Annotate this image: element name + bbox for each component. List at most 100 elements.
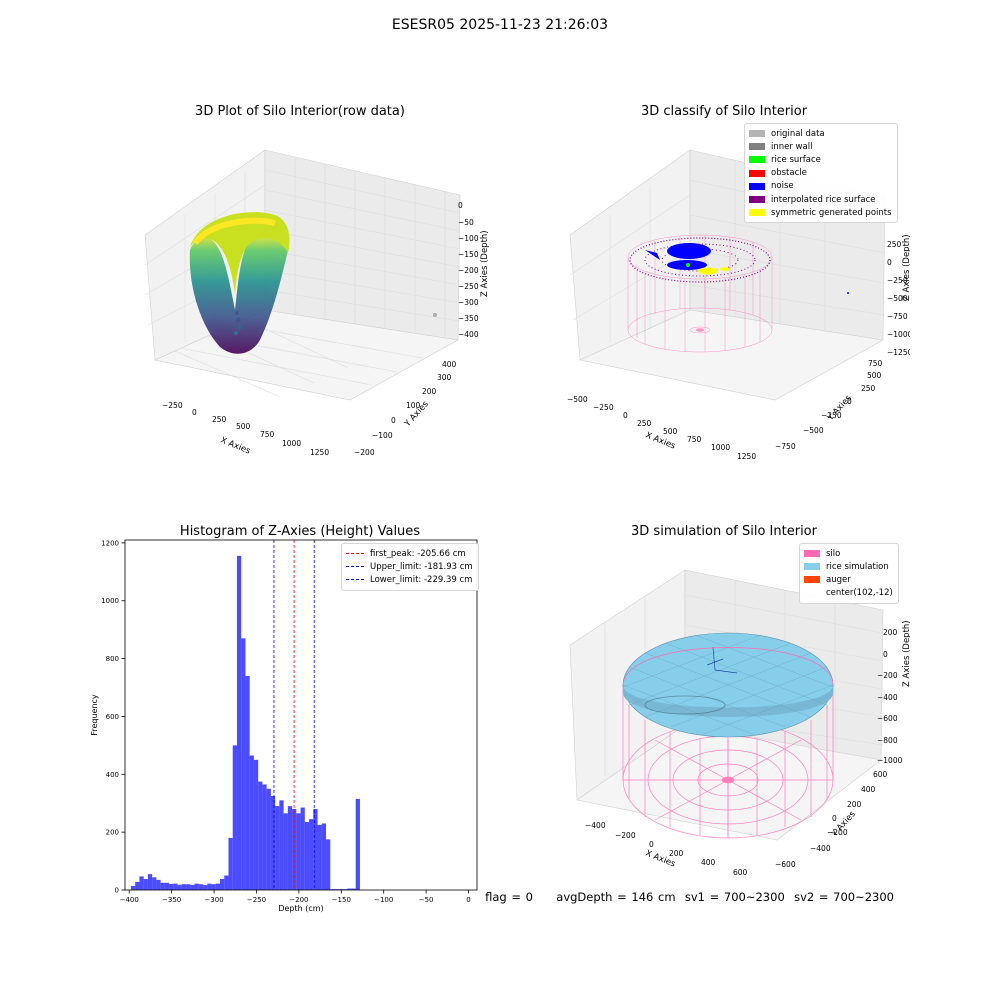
panel1-z-tick-labels: 0 −50 −100 −150 −200 −250 −300 −350 −400	[458, 201, 479, 339]
histogram-bar	[198, 884, 204, 890]
panel1-z-axis-label: Z Axies (Depth)	[480, 230, 490, 297]
svg-text:−350: −350	[458, 314, 479, 323]
svg-text:−200: −200	[827, 828, 848, 837]
figure-suptitle: ESESR05 2025-11-23 21:26:03	[391, 17, 609, 33]
histogram-bar	[351, 888, 356, 890]
svg-text:0: 0	[649, 840, 654, 849]
legend-item-noise: noise	[749, 180, 892, 193]
histogram-bar	[309, 819, 314, 890]
svg-text:−250: −250	[162, 401, 183, 410]
panel1-y-tick-labels: −200 −100 0 100 200 300 400	[354, 360, 457, 457]
legend-item-first-peak: first_peak: -205.66 cm	[346, 547, 473, 560]
histogram-bar	[164, 882, 170, 890]
svg-text:−1000: −1000	[887, 330, 910, 339]
histogram-bar	[173, 883, 178, 890]
panel4-legend: silo rice simulation auger center(102,-1…	[799, 543, 899, 604]
legend-item-symmetric-generated-points: symmetric generated points	[749, 206, 892, 219]
histogram-bar	[266, 788, 271, 890]
svg-text:−800: −800	[877, 736, 898, 745]
svg-text:1000: 1000	[711, 443, 730, 452]
histogram-bar	[211, 884, 216, 890]
y-tick-label: 1200	[101, 539, 119, 547]
svg-text:400: 400	[861, 785, 876, 794]
svg-text:−100: −100	[458, 234, 479, 243]
svg-text:200: 200	[669, 849, 684, 858]
panel3-title: Histogram of Z-Axies (Height) Values	[179, 524, 421, 539]
svg-text:−1250: −1250	[887, 348, 910, 357]
svg-text:200: 200	[422, 387, 437, 396]
svg-text:400: 400	[701, 858, 716, 867]
svg-text:200: 200	[883, 628, 898, 637]
histogram-x-ticks: −400 −350 −300 −250 −200 −150 −100 −50 0	[120, 890, 471, 904]
panel1-gridlines	[144, 157, 461, 398]
histogram-bar	[296, 813, 301, 890]
x-tick-label: −200	[289, 896, 308, 904]
svg-text:750: 750	[260, 430, 275, 439]
x-tick-label: −50	[419, 896, 434, 904]
legend-line	[346, 579, 364, 581]
svg-text:250: 250	[861, 384, 876, 393]
y-tick-label: 1000	[101, 597, 119, 605]
panel1-back-pane	[264, 149, 461, 341]
svg-text:−500: −500	[803, 426, 824, 435]
svg-text:1000: 1000	[282, 439, 301, 448]
svg-text:−600: −600	[877, 714, 898, 723]
legend-swatch	[749, 196, 765, 204]
panel2-point-cloud	[627, 234, 849, 353]
histogram-bar	[181, 884, 187, 890]
avg-depth-text: avgDepth = 146 cm	[556, 890, 676, 904]
legend-item-inner-wall: inner wall	[749, 140, 892, 153]
histogram-x-axis-label: Depth (cm)	[278, 904, 323, 913]
svg-text:−600: −600	[775, 860, 796, 869]
svg-text:−750: −750	[887, 312, 908, 321]
svg-text:500: 500	[236, 422, 251, 431]
histogram-chart[interactable]: −400 −350 −300 −250 −200 −150 −100 −50 0 0 200 400…	[80, 535, 490, 920]
svg-text:400: 400	[442, 360, 457, 369]
x-tick-label: −150	[332, 896, 351, 904]
legend-swatch	[749, 156, 765, 164]
legend-item-rice-surface: rice surface	[749, 153, 892, 166]
svg-text:−200: −200	[615, 831, 636, 840]
legend-swatch	[749, 130, 765, 138]
svg-text:100: 100	[406, 401, 421, 410]
svg-text:−750: −750	[775, 442, 796, 451]
histogram-bar	[152, 877, 157, 890]
panel2-title: 3D classify of Silo Interior	[640, 104, 808, 119]
legend-item-lower-limit: Lower_limit: -229.39 cm	[346, 573, 473, 586]
histogram-bar	[169, 883, 174, 890]
legend-item-upper-limit: Upper_limit: -181.93 cm	[346, 560, 473, 573]
legend-swatch	[804, 550, 820, 558]
histogram-bar	[275, 806, 280, 890]
histogram-bar	[304, 822, 310, 890]
panel4-silo-model	[622, 632, 834, 839]
y-tick-label: 0	[115, 887, 119, 895]
panel1-3d-axes[interactable]: −250 0 250 500 750 1000 1250 X Axies −20…	[140, 135, 490, 465]
legend-item-center: center(102,-12)	[804, 587, 893, 600]
svg-text:0: 0	[847, 397, 852, 406]
histogram-bar	[219, 879, 225, 890]
histogram-bar	[207, 883, 212, 890]
histogram-bar	[321, 823, 327, 890]
legend-item-silo: silo	[804, 547, 893, 560]
svg-text:−1000: −1000	[877, 756, 903, 765]
svg-text:−400: −400	[877, 693, 898, 702]
histogram-bar	[190, 884, 195, 890]
panel2-legend: original data inner wall rice surface ob…	[744, 123, 898, 224]
panel4-3d-axes[interactable]: −400 −200 0 200 400 600 X Axies −600 −40…	[565, 555, 910, 880]
histogram-bar	[245, 675, 250, 890]
histogram-bar	[262, 784, 267, 890]
svg-text:−500: −500	[887, 294, 908, 303]
svg-text:1250: 1250	[310, 448, 329, 457]
svg-text:750: 750	[868, 359, 883, 368]
histogram-bars	[130, 555, 360, 890]
svg-text:300: 300	[437, 373, 452, 382]
svg-text:−150: −150	[458, 250, 479, 259]
svg-text:−250: −250	[821, 411, 842, 420]
histogram-bar	[279, 800, 284, 890]
histogram-bar	[355, 798, 360, 890]
panel4-z-axis-label: Z Axies (Depth)	[902, 620, 910, 687]
x-tick-label: −350	[162, 896, 181, 904]
flag-text: flag = 0	[485, 890, 533, 904]
legend-swatch	[749, 143, 765, 151]
histogram-bar	[228, 837, 233, 890]
